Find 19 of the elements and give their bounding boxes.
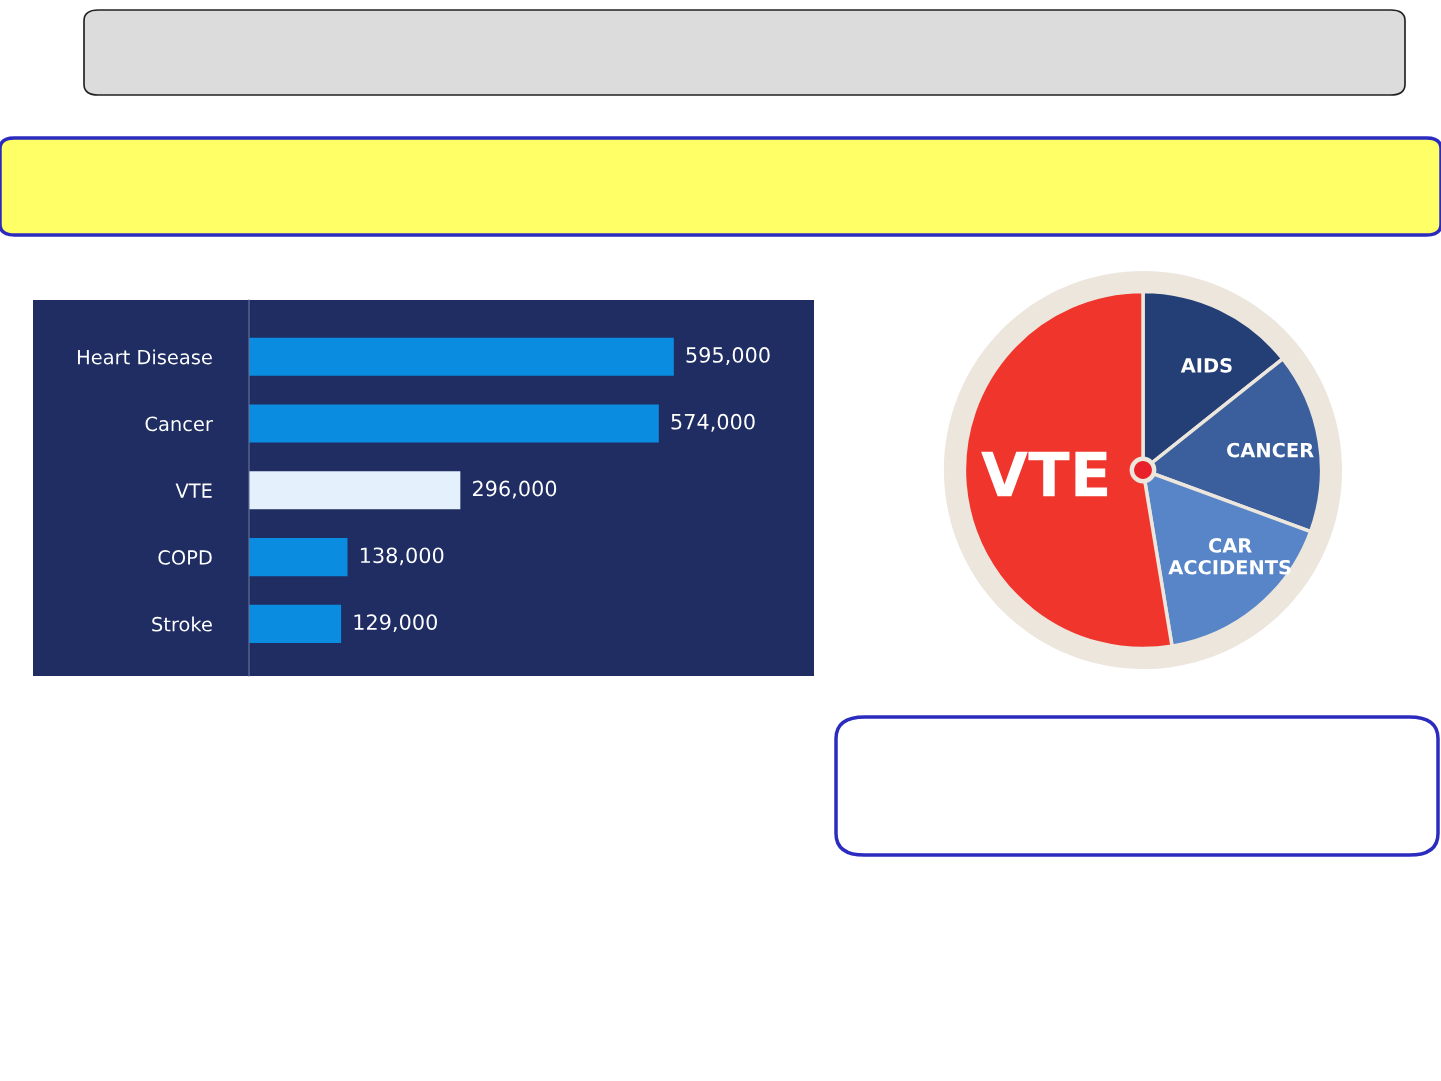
bar xyxy=(249,337,674,376)
data-label: 574,000 xyxy=(671,413,755,432)
bar xyxy=(249,404,659,443)
y-tick-label: COPD xyxy=(158,550,212,565)
slice-label: AIDS xyxy=(1180,357,1232,373)
y-tick-label: Cancer xyxy=(145,416,213,432)
bar xyxy=(249,471,461,510)
bar xyxy=(249,604,342,643)
y-tick-label: VTE xyxy=(175,483,212,498)
y-tick-label: Heart Disease xyxy=(78,349,212,365)
slice-label: VTE xyxy=(981,451,1108,497)
data-label: 129,000 xyxy=(354,614,437,633)
data-label: 138,000 xyxy=(360,547,444,566)
data-label: 595,000 xyxy=(686,347,770,365)
slice-label: CAR ACCIDENTS xyxy=(1168,538,1291,575)
slice-label: CANCER xyxy=(1227,442,1314,458)
bar xyxy=(249,538,348,577)
y-tick-label: Stroke xyxy=(152,616,212,632)
data-label: 296,000 xyxy=(472,480,557,499)
